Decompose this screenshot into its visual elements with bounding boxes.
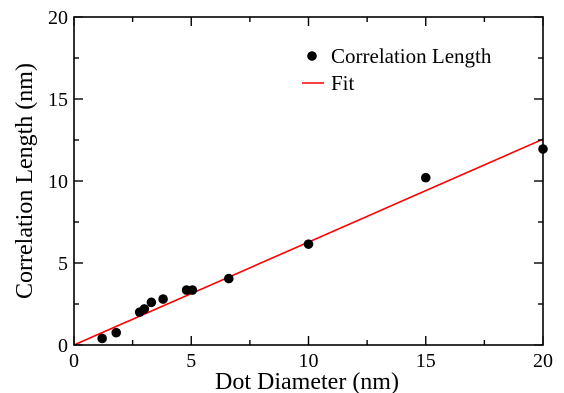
tick-labels-layer: 0 5 10 15 20 0 5 10 15 20: [48, 7, 553, 372]
data-point: [303, 239, 314, 249]
y-tick-label: 15: [48, 89, 68, 111]
legend: Correlation Length Fit: [302, 44, 492, 95]
legend-label-correlation-length: Correlation Length: [331, 44, 492, 68]
ticks-layer: [73, 16, 544, 346]
y-tick-label: 0: [58, 335, 68, 357]
x-tick-label: 0: [69, 350, 79, 372]
legend-label-fit: Fit: [331, 71, 355, 95]
points-layer: [97, 144, 548, 344]
x-axis-title: Dot Diameter (nm): [215, 369, 399, 393]
x-tick-label: 15: [416, 350, 436, 372]
x-tick-label: 5: [186, 350, 196, 372]
x-tick-label: 20: [533, 350, 553, 372]
y-tick-label: 10: [48, 171, 68, 193]
data-point: [187, 285, 198, 295]
legend-marker-correlation-length: [307, 51, 317, 61]
y-axis-title: Correlation Length (nm): [12, 63, 38, 299]
data-point: [111, 327, 122, 338]
data-point: [146, 297, 157, 308]
y-tick-label: 5: [58, 253, 68, 275]
y-tick-label: 20: [48, 7, 68, 29]
data-point: [97, 333, 107, 344]
data-point: [158, 294, 168, 304]
data-point: [223, 273, 234, 284]
data-point: [420, 172, 431, 183]
x-tick-label: 10: [299, 350, 319, 372]
data-point: [139, 304, 150, 314]
